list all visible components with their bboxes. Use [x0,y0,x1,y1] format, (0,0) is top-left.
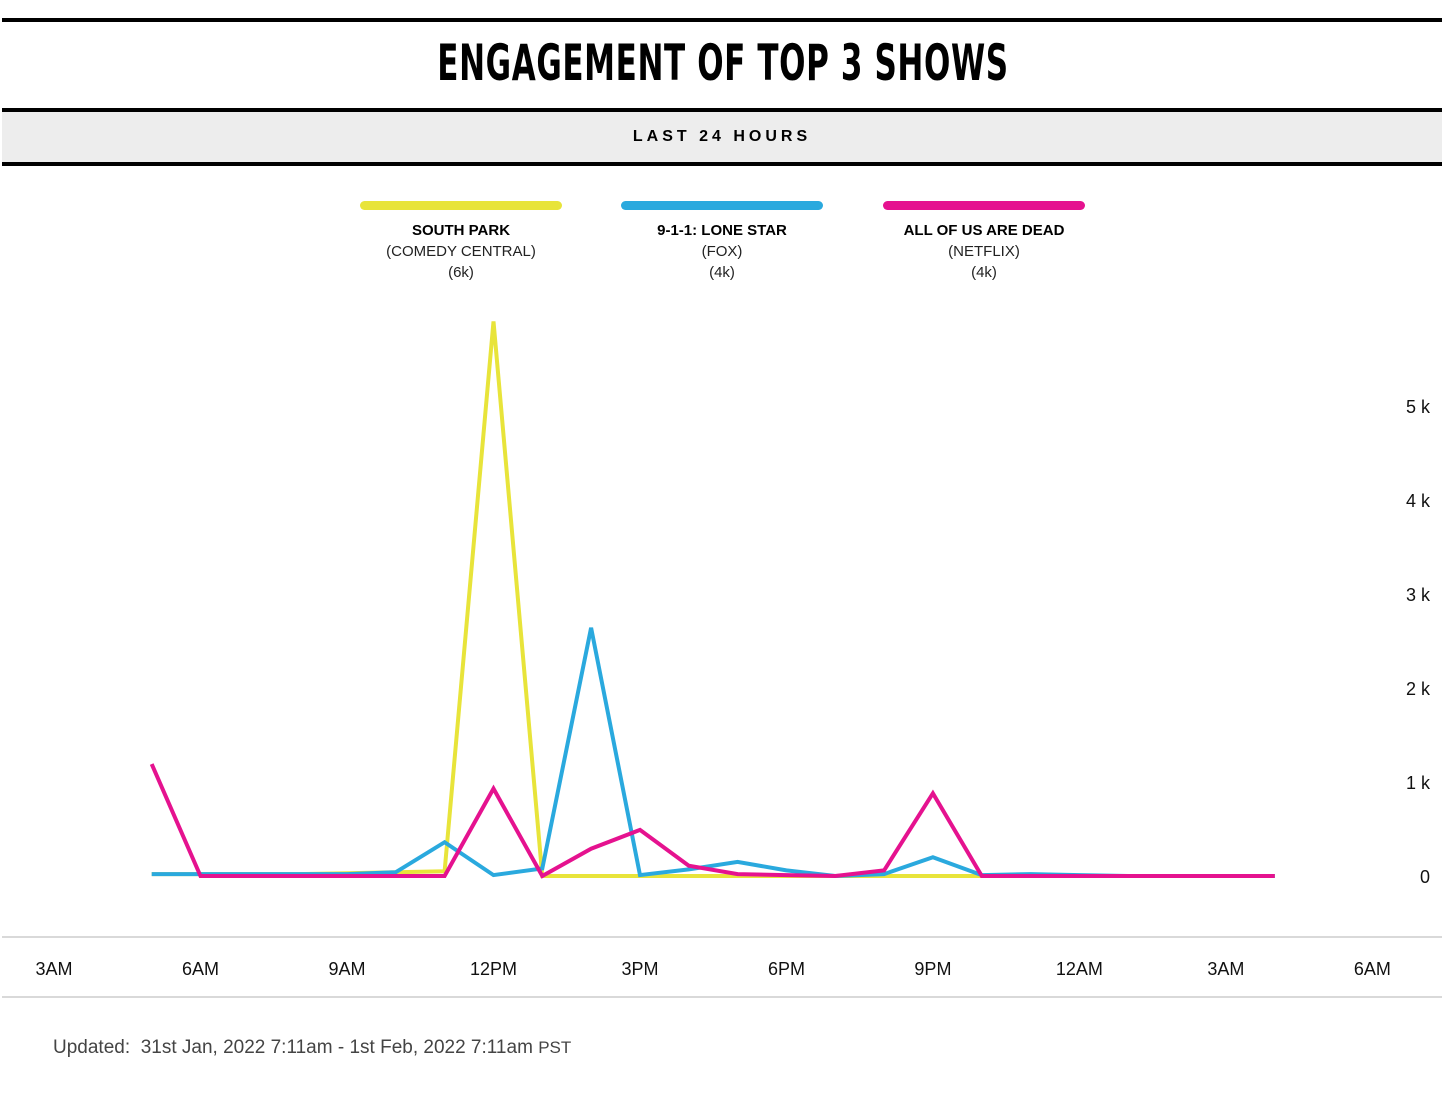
y-tick-label: 1 k [1406,773,1431,793]
timezone: PST [538,1038,572,1057]
legend-swatch-lone-star [621,201,823,210]
y-tick-label: 3 k [1406,585,1431,605]
chart-title: ENGAGEMENT OF TOP 3 SHOWS [437,34,1009,92]
legend-total: (4k) [971,264,997,281]
legend-item-lone-star[interactable]: 9-1-1: LONE STAR (FOX) (4k) [621,201,823,283]
legend-item-all-of-us-are-dead[interactable]: ALL OF US ARE DEAD (NETFLIX) (4k) [883,201,1085,283]
x-tick-label: 9PM [914,959,951,979]
chart-subtitle: LAST 24 HOURS [632,128,812,145]
x-tick-label: 6AM [182,959,219,979]
x-tick-label: 3AM [35,959,72,979]
y-tick-label: 0 [1420,867,1430,887]
legend-total: (6k) [448,264,474,281]
top-rule [2,18,1442,22]
y-tick-label: 5 k [1406,397,1431,417]
updated-label: Updated: [53,1037,131,1058]
legend-network: (COMEDY CENTRAL) [386,243,536,260]
y-tick-label: 4 k [1406,491,1431,511]
legend-swatch-all-of-us-are-dead [883,201,1085,210]
series-line-9-1-1-lone-star[interactable] [151,627,1275,879]
line-chart: 0 1 k 2 k 3 k 4 k 5 k 3AM 6AM 9AM 12PM 3PM 6PM 9PM 1… [2,321,1442,998]
x-tick-label: 3PM [621,959,658,979]
x-tick-label: 3AM [1207,959,1244,979]
x-tick-label: 12AM [1056,959,1103,979]
legend-name: 9-1-1: LONE STAR [657,222,787,239]
legend-item-south-park[interactable]: SOUTH PARK (COMEDY CENTRAL) (6k) [360,201,562,283]
legend-name: ALL OF US ARE DEAD [903,222,1065,239]
subtitle-band: LAST 24 HOURS [2,108,1442,166]
updated-range: 31st Jan, 2022 7:11am - 1st Feb, 2022 7:… [140,1037,533,1058]
x-tick-label: 6PM [768,959,805,979]
x-tick-label: 12PM [470,959,517,979]
x-tick-label: 9AM [328,959,365,979]
legend-swatch-south-park [360,201,562,210]
x-axis: 3AM 6AM 9AM 12PM 3PM 6PM 9PM 12AM 3AM 6AM [35,959,1390,979]
legend-total: (4k) [709,264,735,281]
x-tick-label: 6AM [1354,959,1391,979]
y-axis: 0 1 k 2 k 3 k 4 k 5 k [1406,397,1431,887]
series-line-south-park[interactable] [151,321,1275,878]
legend-network: (FOX) [701,243,743,260]
series-group [149,321,1275,879]
legend-name: SOUTH PARK [411,222,511,239]
series-line-all-of-us-are-dead[interactable] [149,763,1275,879]
update-info: Updated: 31st Jan, 2022 7:11am - 1st Feb… [53,1037,571,1059]
legend-network: (NETFLIX) [948,243,1020,260]
y-tick-label: 2 k [1406,679,1431,699]
